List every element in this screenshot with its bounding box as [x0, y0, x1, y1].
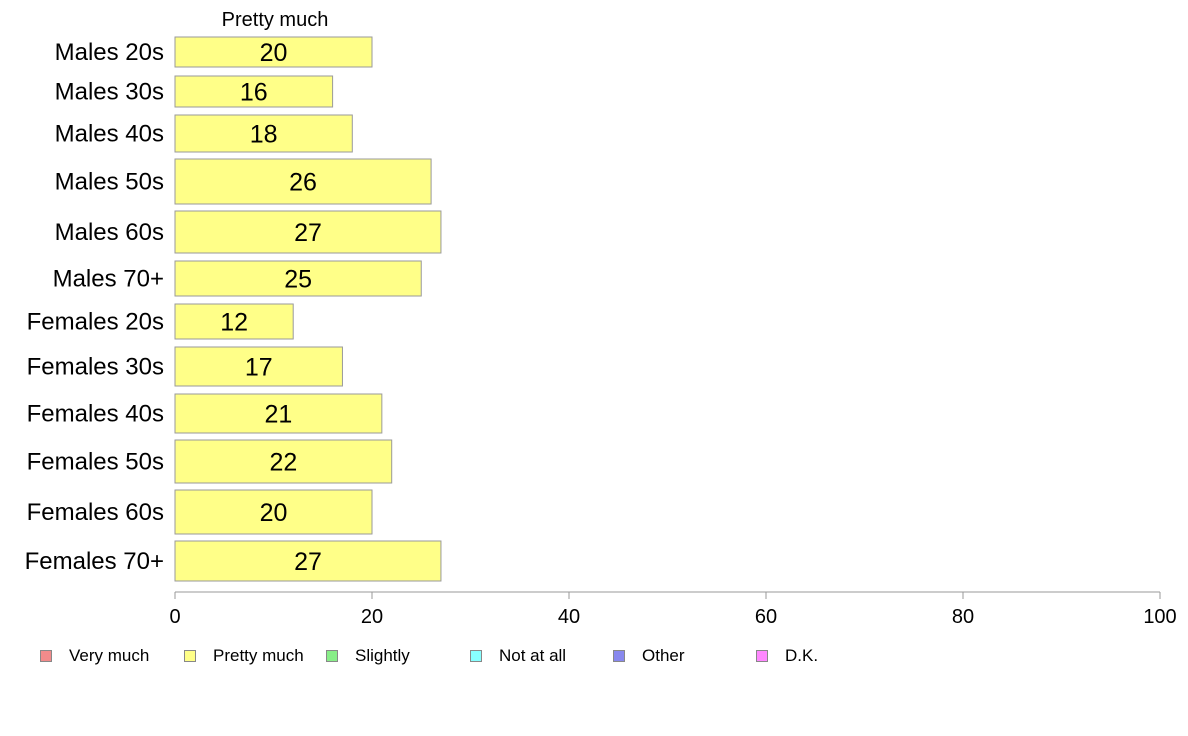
legend-swatch	[184, 650, 196, 662]
x-tick-label: 80	[952, 606, 974, 628]
legend-label: Slightly	[355, 646, 410, 665]
legend: Very much Pretty much Slightly Not at all Ot…	[40, 646, 940, 666]
legend-label: Pretty much	[213, 646, 304, 665]
bar	[174, 210, 442, 254]
bar-value-label: 27	[294, 219, 322, 247]
bar	[174, 36, 373, 68]
category-label: Males 50s	[55, 169, 164, 196]
bar	[174, 158, 432, 205]
category-label: Males 60s	[55, 219, 164, 246]
legend-swatch	[470, 650, 482, 662]
x-tick-label: 60	[755, 606, 777, 628]
x-tick-label: 20	[361, 606, 383, 628]
legend-item: D.K.	[756, 646, 818, 666]
legend-swatch	[326, 650, 338, 662]
legend-swatch	[613, 650, 625, 662]
x-tick-label: 0	[169, 606, 180, 628]
legend-item: Other	[613, 646, 685, 666]
category-label: Females 50s	[27, 449, 164, 476]
legend-swatch	[756, 650, 768, 662]
bar	[174, 540, 442, 582]
bar	[174, 260, 422, 297]
bar-value-label: 21	[265, 401, 293, 429]
legend-swatch	[40, 650, 52, 662]
category-label: Males 40s	[55, 121, 164, 148]
bar-value-label: 18	[250, 121, 278, 149]
legend-item: Very much	[40, 646, 149, 666]
category-label: Females 30s	[27, 354, 164, 381]
chart-subtitle: Pretty much	[222, 9, 329, 31]
bar	[174, 114, 353, 153]
category-label: Females 40s	[27, 401, 164, 428]
legend-item: Slightly	[326, 646, 410, 666]
legend-label: Not at all	[499, 646, 567, 665]
bar-value-label: 12	[220, 309, 248, 337]
legend-label: Very much	[69, 646, 150, 665]
x-axis: 0 20 40 60 80 100	[169, 591, 1177, 628]
bar-value-label: 20	[260, 39, 288, 67]
bar	[174, 75, 334, 108]
category-label: Males 70+	[53, 266, 164, 293]
bar-value-label: 17	[245, 354, 273, 382]
bar	[174, 489, 373, 535]
bar	[174, 303, 294, 340]
legend-label: D.K.	[785, 646, 819, 665]
bars-layer: Males 20s 20 Males 30s 16 Males 40s 18 Males 5…	[25, 36, 442, 582]
bar	[174, 439, 393, 484]
category-label: Females 20s	[27, 309, 164, 336]
category-label: Males 20s	[55, 39, 164, 66]
bar-value-label: 26	[289, 169, 317, 197]
bar	[174, 393, 383, 434]
bar-value-label: 22	[269, 449, 297, 477]
x-tick-label: 40	[558, 606, 580, 628]
bar-value-label: 20	[260, 499, 288, 527]
bar-value-label: 16	[240, 79, 268, 107]
category-label: Males 30s	[55, 79, 164, 106]
bar	[174, 346, 343, 387]
legend-item: Not at all	[470, 646, 566, 666]
category-label: Females 60s	[27, 499, 164, 526]
category-label: Females 70+	[25, 548, 164, 575]
legend-item: Pretty much	[184, 646, 304, 666]
bar-value-label: 27	[294, 548, 322, 576]
x-tick-label: 100	[1143, 606, 1176, 628]
bar-value-label: 25	[284, 266, 312, 294]
legend-label: Other	[642, 646, 685, 665]
